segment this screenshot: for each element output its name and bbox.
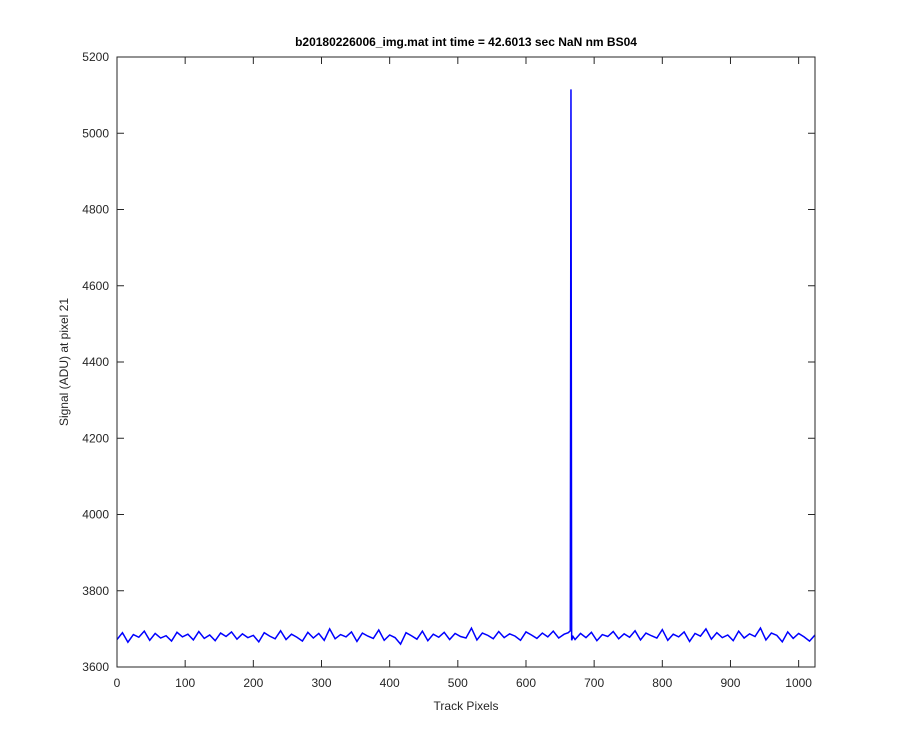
- x-tick-label: 900: [720, 676, 740, 690]
- y-tick-label: 5200: [82, 50, 109, 64]
- y-axis-label: Signal (ADU) at pixel 21: [57, 298, 71, 426]
- x-tick-label: 400: [380, 676, 400, 690]
- x-tick-label: 700: [584, 676, 604, 690]
- x-tick-label: 600: [516, 676, 536, 690]
- data-line: [116, 89, 816, 646]
- x-tick-label: 800: [652, 676, 672, 690]
- x-tick-label: 0: [114, 676, 121, 690]
- y-tick-label: 4000: [82, 508, 109, 522]
- y-tick-label: 3600: [82, 660, 109, 674]
- x-tick-label: 200: [243, 676, 263, 690]
- x-tick-label: 1000: [785, 676, 812, 690]
- y-tick-label: 4400: [82, 355, 109, 369]
- x-axis-label: Track Pixels: [434, 699, 499, 713]
- x-tick-label: 300: [311, 676, 331, 690]
- x-tick-label: 100: [175, 676, 195, 690]
- axes-box: [116, 56, 816, 668]
- x-tick-label: 500: [448, 676, 468, 690]
- y-tick-label: 3800: [82, 584, 109, 598]
- y-tick-label: 4800: [82, 203, 109, 217]
- y-tick-label: 4600: [82, 279, 109, 293]
- chart-title: b20180226006_img.mat int time = 42.6013 …: [295, 35, 637, 49]
- y-tick-label: 5000: [82, 126, 109, 140]
- y-tick-label: 4200: [82, 431, 109, 445]
